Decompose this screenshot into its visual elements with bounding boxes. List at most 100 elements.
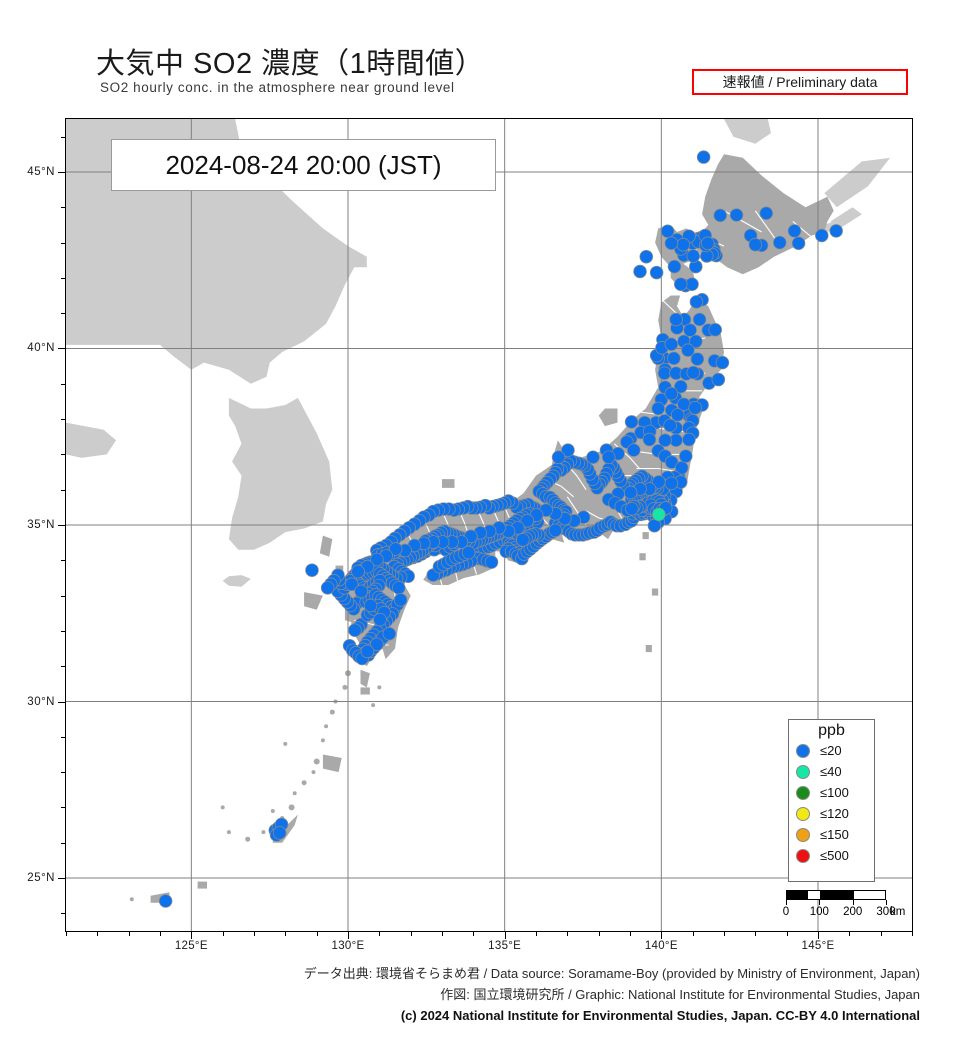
station-marker[interactable] — [651, 401, 665, 416]
legend: ppb ≤20 ≤40 ≤100 ≤120 ≤150 ≤500 — [788, 719, 875, 882]
station-marker[interactable] — [461, 545, 476, 560]
station-marker[interactable] — [690, 352, 705, 366]
station-marker[interactable] — [363, 598, 378, 613]
station-marker[interactable] — [348, 623, 362, 637]
station-marker[interactable] — [625, 502, 639, 516]
station-marker[interactable] — [686, 365, 701, 380]
station-marker[interactable] — [688, 401, 702, 415]
y-axis-tick-minor — [61, 277, 65, 279]
station-marker[interactable] — [652, 507, 666, 522]
station-marker[interactable] — [686, 249, 701, 263]
station-marker[interactable] — [689, 334, 703, 349]
station-marker[interactable] — [639, 249, 654, 264]
station-marker[interactable] — [787, 224, 802, 238]
station-marker[interactable] — [642, 432, 657, 447]
station-marker[interactable] — [689, 295, 704, 309]
station-marker[interactable] — [548, 523, 563, 538]
station-marker[interactable] — [667, 351, 681, 366]
y-axis-label: 40°N — [27, 342, 55, 355]
y-axis-tick-minor — [61, 207, 65, 209]
station-marker[interactable] — [305, 563, 319, 577]
station-marker[interactable] — [586, 450, 600, 464]
station-marker[interactable] — [715, 355, 730, 370]
station-marker[interactable] — [633, 264, 647, 279]
station-marker[interactable] — [748, 237, 763, 252]
station-marker[interactable] — [692, 312, 707, 327]
station-marker[interactable] — [729, 208, 744, 222]
station-marker[interactable] — [601, 450, 616, 464]
station-marker[interactable] — [551, 450, 566, 464]
station-marker[interactable] — [700, 236, 715, 251]
station-marker[interactable] — [674, 379, 688, 394]
legend-item[interactable]: ≤40 — [789, 761, 874, 782]
station-marker[interactable] — [674, 277, 688, 291]
station-marker[interactable] — [829, 224, 843, 238]
station-marker[interactable] — [354, 584, 368, 599]
y-axis-tick-major — [58, 525, 65, 526]
station-marker[interactable] — [670, 408, 685, 422]
scale-bar-label: 200 — [843, 906, 863, 918]
x-axis-tick-minor — [849, 932, 851, 936]
station-marker[interactable] — [713, 208, 727, 223]
station-marker[interactable] — [345, 577, 359, 592]
y-axis-tick-minor — [61, 419, 65, 421]
scale-bar: 0 100 200 300 km — [783, 890, 905, 920]
station-marker[interactable] — [484, 555, 499, 569]
station-marker[interactable] — [759, 206, 774, 221]
station-marker[interactable] — [320, 581, 335, 595]
legend-item-label: ≤500 — [820, 848, 849, 863]
station-marker[interactable] — [516, 533, 530, 547]
y-axis-tick-minor — [61, 913, 65, 915]
station-marker[interactable] — [681, 343, 695, 357]
legend-item[interactable]: ≤120 — [789, 803, 874, 824]
x-axis-tick-major — [191, 932, 193, 939]
x-axis-tick-minor — [442, 932, 443, 936]
station-marker[interactable] — [679, 449, 693, 463]
station-marker[interactable] — [664, 386, 679, 401]
station-marker[interactable] — [815, 228, 829, 243]
station-marker[interactable] — [711, 372, 726, 387]
scale-bar-segment — [820, 891, 854, 899]
legend-item[interactable]: ≤20 — [789, 740, 874, 761]
station-marker[interactable] — [370, 552, 384, 567]
station-marker[interactable] — [773, 235, 787, 250]
y-axis-tick-major — [58, 701, 65, 703]
station-marker[interactable] — [663, 418, 677, 433]
y-axis-tick-major — [58, 348, 65, 350]
station-marker[interactable] — [649, 265, 664, 280]
station-marker[interactable] — [664, 337, 679, 351]
station-marker[interactable] — [370, 637, 384, 652]
station-marker[interactable] — [351, 564, 365, 579]
station-marker[interactable] — [791, 236, 806, 251]
legend-item[interactable]: ≤100 — [789, 782, 874, 803]
station-marker[interactable] — [627, 443, 641, 457]
legend-item[interactable]: ≤500 — [789, 845, 874, 866]
station-marker[interactable] — [158, 894, 173, 908]
legend-color-swatch-icon — [796, 806, 810, 821]
station-marker[interactable] — [708, 323, 722, 337]
station-marker[interactable] — [382, 626, 397, 641]
scale-bar-tick — [852, 900, 854, 905]
x-axis-tick-minor — [160, 932, 161, 936]
legend-item[interactable]: ≤150 — [789, 824, 874, 845]
station-marker[interactable] — [696, 150, 711, 164]
station-marker[interactable] — [272, 826, 287, 840]
map-plot-area[interactable] — [65, 118, 913, 932]
station-marker[interactable] — [667, 259, 682, 274]
station-marker[interactable] — [652, 475, 666, 489]
x-axis-tick-major — [504, 932, 506, 939]
station-marker[interactable] — [360, 644, 375, 659]
station-marker[interactable] — [373, 612, 387, 627]
station-marker[interactable] — [393, 593, 408, 607]
station-marker[interactable] — [561, 443, 575, 457]
station-marker[interactable] — [658, 433, 672, 448]
station-marker[interactable] — [669, 312, 683, 327]
x-axis-tick-minor — [536, 932, 537, 936]
station-marker[interactable] — [520, 514, 534, 528]
legend-item-label: ≤150 — [820, 827, 849, 842]
station-marker[interactable] — [624, 415, 639, 429]
x-axis-tick-minor — [598, 932, 600, 936]
station-marker[interactable] — [388, 542, 403, 556]
station-marker[interactable] — [683, 323, 697, 337]
station-marker[interactable] — [664, 236, 679, 251]
